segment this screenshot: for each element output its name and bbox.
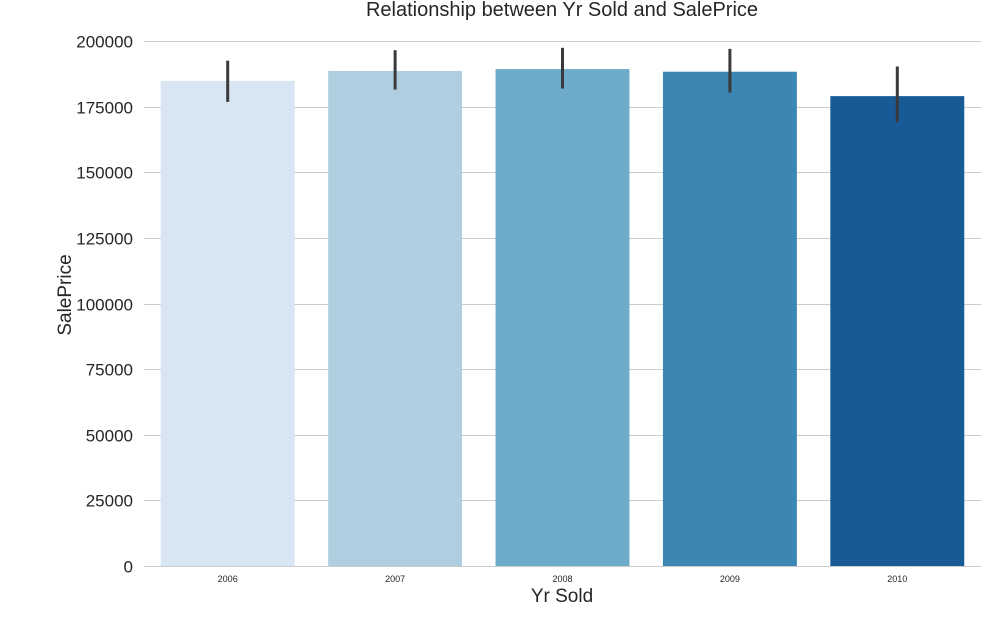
y-tick-label: 100000 bbox=[76, 296, 133, 315]
y-tick-label: 125000 bbox=[76, 230, 133, 249]
y-tick-label: 175000 bbox=[76, 99, 133, 118]
y-tick-label: 75000 bbox=[86, 361, 133, 380]
y-tick-label: 50000 bbox=[86, 427, 133, 446]
x-axis-ticks: 2006 2007 2008 2009 2010 bbox=[218, 574, 908, 584]
y-axis-label: SalePrice bbox=[55, 254, 76, 335]
y-axis-ticks: 0 25000 50000 75000 100000 125000 150000 175000… bbox=[76, 33, 133, 577]
y-tick-label: 200000 bbox=[76, 33, 133, 52]
x-tick-label: 2006 bbox=[218, 574, 238, 584]
bar-2009 bbox=[662, 71, 797, 567]
bar-2007 bbox=[328, 70, 463, 567]
x-tick-label: 2007 bbox=[385, 574, 405, 584]
bar-2008 bbox=[495, 69, 630, 567]
x-axis-label: Yr Sold bbox=[531, 586, 593, 607]
x-tick-label: 2010 bbox=[887, 574, 907, 584]
bar-2006 bbox=[160, 80, 295, 567]
x-tick-label: 2008 bbox=[552, 574, 572, 584]
x-tick-label: 2009 bbox=[720, 574, 740, 584]
bar-2010 bbox=[830, 96, 965, 566]
bars bbox=[160, 69, 965, 567]
y-tick-label: 150000 bbox=[76, 164, 133, 183]
y-tick-label: 0 bbox=[124, 558, 133, 577]
chart-title: Relationship between Yr Sold and SalePri… bbox=[366, 0, 758, 21]
error-bars bbox=[226, 47, 899, 122]
y-tick-label: 25000 bbox=[86, 492, 133, 511]
